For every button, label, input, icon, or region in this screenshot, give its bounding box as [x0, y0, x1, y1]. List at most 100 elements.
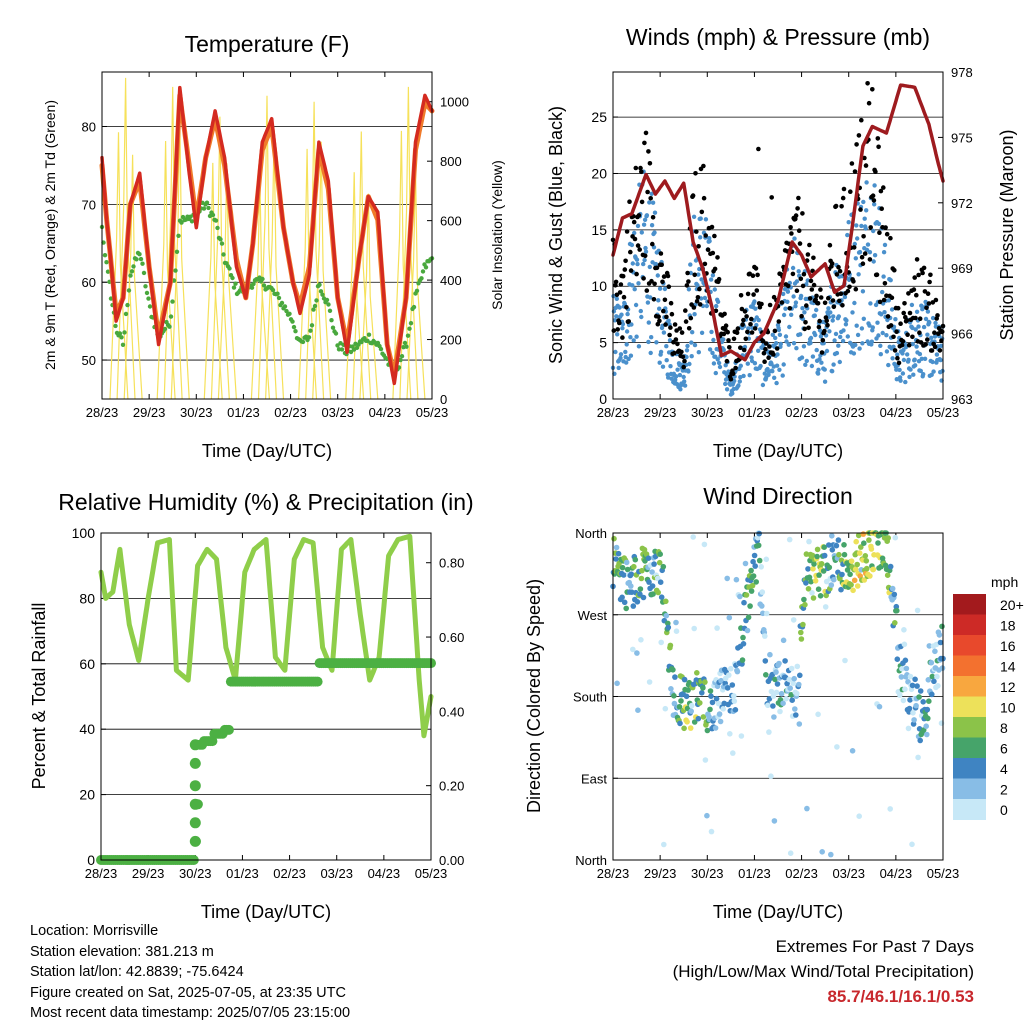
- gust-point: [895, 305, 901, 311]
- gust-point: [776, 319, 782, 324]
- dewpoint-point: [144, 290, 150, 296]
- gust-point: [800, 283, 806, 289]
- wind-direction-point: [814, 553, 820, 560]
- gust-point: [845, 288, 851, 294]
- dewpoint-point: [366, 332, 372, 337]
- wind-direction-point: [773, 669, 779, 675]
- temperature-9m-line: [99, 92, 435, 379]
- sonic-wind-point: [721, 337, 726, 342]
- sonic-wind-point: [649, 335, 654, 340]
- gust-point: [645, 189, 650, 195]
- sonic-wind-point: [783, 334, 789, 339]
- gust-point: [816, 324, 822, 330]
- sonic-wind-point: [815, 371, 821, 376]
- gust-point: [809, 287, 815, 292]
- gust-point: [859, 254, 865, 260]
- dewpoint-point: [129, 269, 135, 274]
- sonic-wind-point: [711, 361, 717, 366]
- gust-point: [683, 319, 689, 324]
- gust-point: [852, 169, 858, 174]
- sonic-wind-point: [773, 341, 779, 346]
- x-tick-label: 01/23: [227, 405, 260, 420]
- wind-direction-point: [623, 605, 629, 612]
- wind-direction-point: [856, 550, 863, 556]
- sonic-wind-point: [852, 300, 857, 306]
- gust-point: [734, 330, 740, 336]
- sonic-wind-point: [684, 354, 689, 360]
- y2-tick-label: 200: [440, 333, 462, 348]
- gust-point: [895, 355, 900, 361]
- wind-direction-point: [671, 693, 677, 699]
- wind-direction-point: [758, 564, 764, 570]
- humidity-plot-frame: [100, 532, 432, 861]
- gust-point: [703, 233, 708, 238]
- dewpoint-point: [176, 233, 181, 238]
- gust-point: [818, 287, 823, 292]
- sonic-wind-point: [901, 357, 907, 363]
- gust-point: [847, 284, 852, 290]
- dewpoint-point: [309, 323, 315, 328]
- sonic-wind-point: [910, 341, 915, 347]
- x-tick-label: 02/23: [273, 866, 306, 881]
- y-tick-label: 10: [591, 278, 607, 294]
- gust-point: [635, 243, 641, 248]
- gust-point: [627, 199, 632, 204]
- x-tick-label: 30/23: [691, 405, 724, 420]
- sonic-wind-point: [833, 331, 839, 337]
- sonic-wind-point: [921, 324, 927, 330]
- sonic-wind-point: [931, 369, 936, 374]
- gust-point: [649, 278, 654, 284]
- wind-direction-point: [668, 686, 674, 692]
- gust-point: [817, 318, 822, 324]
- wind-direction-point: [685, 687, 691, 693]
- colorbar-swatch: [953, 635, 986, 656]
- solar-insolation-trace: [399, 86, 419, 400]
- wind-direction-point: [907, 673, 914, 680]
- sonic-wind-point: [929, 372, 934, 377]
- gust-point: [672, 322, 678, 327]
- dewpoint-point: [162, 326, 168, 332]
- wind-direction-point: [914, 683, 920, 689]
- wind-direction-point: [707, 688, 714, 694]
- wind-direction-point: [848, 558, 855, 564]
- sonic-wind-point: [890, 356, 895, 361]
- wind-direction-point: [771, 818, 778, 824]
- gust-point: [814, 293, 819, 299]
- gust-point: [647, 161, 653, 166]
- wind-direction-point: [619, 564, 626, 571]
- x-tick-label: 28/23: [85, 866, 118, 881]
- sonic-wind-point: [778, 341, 783, 347]
- sonic-wind-point: [707, 238, 712, 244]
- dewpoint-point: [275, 291, 280, 296]
- gust-point: [898, 321, 903, 327]
- sonic-wind-point: [625, 311, 630, 317]
- precipitation-point: [189, 817, 201, 829]
- relative-humidity-line: [98, 533, 434, 739]
- winds-pressure-panel: Winds (mph) & Pressure (mb) 0 5 10 15 20 25 28…: [546, 24, 1017, 461]
- sonic-wind-point: [653, 261, 659, 267]
- dewpoint-point: [227, 266, 232, 271]
- sonic-wind-point: [708, 277, 714, 282]
- wind-direction-point: [677, 720, 683, 727]
- dewpoint-point: [230, 275, 235, 281]
- sonic-wind-point: [632, 230, 637, 236]
- wind-direction-point: [740, 634, 746, 641]
- wind-direction-point: [756, 557, 763, 564]
- gust-point: [896, 360, 902, 366]
- sonic-wind-point: [738, 363, 743, 368]
- sonic-wind-point: [716, 360, 722, 366]
- dewpoint-point: [404, 344, 409, 349]
- wind-direction-point: [657, 551, 663, 557]
- gust-point: [818, 295, 824, 300]
- dewpoint-point: [168, 314, 174, 319]
- wind-direction-point: [632, 556, 639, 563]
- x-tick-label: 02/23: [785, 866, 818, 881]
- sonic-wind-point: [907, 374, 912, 380]
- wind-direction-point: [737, 593, 743, 600]
- wind-direction-point: [699, 690, 705, 696]
- wind-direction-point: [728, 665, 734, 672]
- wind-direction-point: [734, 668, 741, 675]
- sonic-wind-point: [630, 283, 635, 288]
- gust-point: [686, 326, 692, 331]
- gust-point: [911, 287, 917, 292]
